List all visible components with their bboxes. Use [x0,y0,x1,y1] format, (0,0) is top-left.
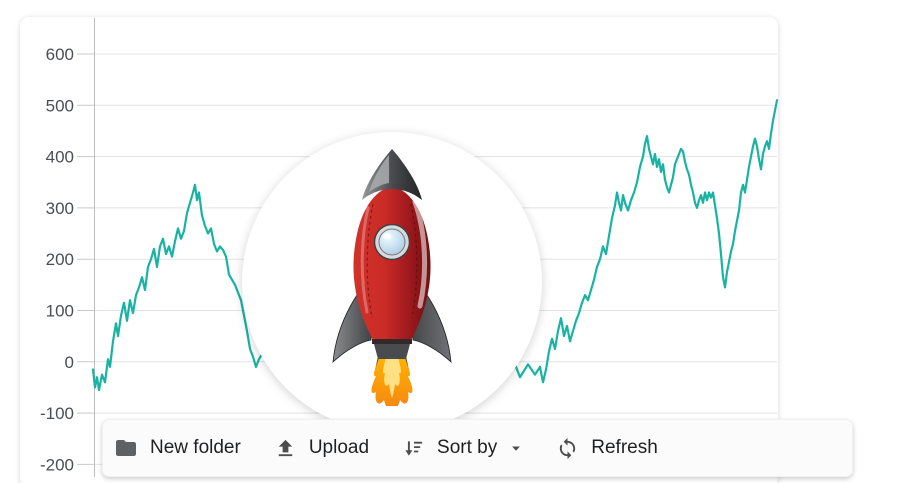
refresh-label: Refresh [591,437,658,458]
sort-by-label: Sort by [437,437,498,458]
new-folder-label: New folder [150,437,241,458]
rocket-overlay-circle [242,132,542,432]
toolbar: New folder Upload Sort by [102,419,853,477]
sort-icon [405,440,423,456]
upload-icon [278,439,293,456]
new-folder-button[interactable]: New folder [114,436,241,460]
upload-label: Upload [308,437,370,458]
sort-by-button[interactable]: Sort by [402,437,523,460]
refresh-button[interactable]: Refresh [556,437,658,460]
upload-button[interactable]: Upload [274,437,369,460]
refresh-icon [560,437,576,459]
folder-icon [116,440,136,456]
rocket-icon [332,149,452,406]
chevron-down-icon [512,446,521,451]
